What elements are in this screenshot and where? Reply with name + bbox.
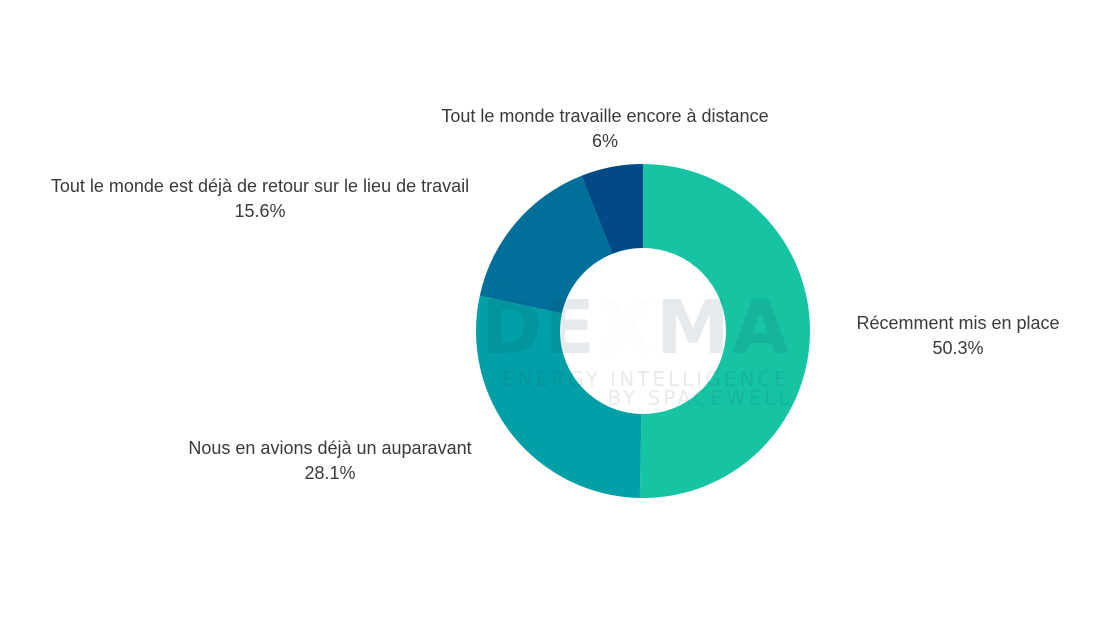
watermark: DEXMA ENERGY INTELLIGENCE BY SPACEWELL: [481, 285, 792, 410]
slice-value-label: 15.6%: [234, 201, 285, 221]
slice-label: Récemment mis en place: [856, 313, 1059, 333]
slice-label: Nous en avions déjà un auparavant: [188, 438, 471, 458]
slice-value-label: 28.1%: [304, 463, 355, 483]
watermark-line1: ENERGY INTELLIGENCE: [502, 367, 790, 391]
slice-label: Tout le monde est déjà de retour sur le …: [51, 176, 469, 196]
slices-layer: [475, 164, 810, 498]
slice-value-label: 6%: [592, 131, 618, 151]
watermark-brand-x: X: [597, 285, 656, 371]
donut-slice: [581, 164, 643, 254]
slice-label: Tout le monde travaille encore à distanc…: [441, 106, 768, 126]
watermark-brand: DEXMA: [481, 285, 791, 371]
donut-slice: [479, 175, 613, 314]
donut-slice: [639, 164, 810, 498]
watermark-line2: BY SPACEWELL: [607, 386, 792, 410]
watermark-brand-part1: DE: [481, 285, 597, 371]
slice-value-label: 50.3%: [932, 338, 983, 358]
labels-layer: Récemment mis en place 50.3% Nous en avion…: [51, 106, 1060, 483]
watermark-brand-part2: MA: [656, 285, 791, 371]
donut-slice: [475, 295, 642, 498]
